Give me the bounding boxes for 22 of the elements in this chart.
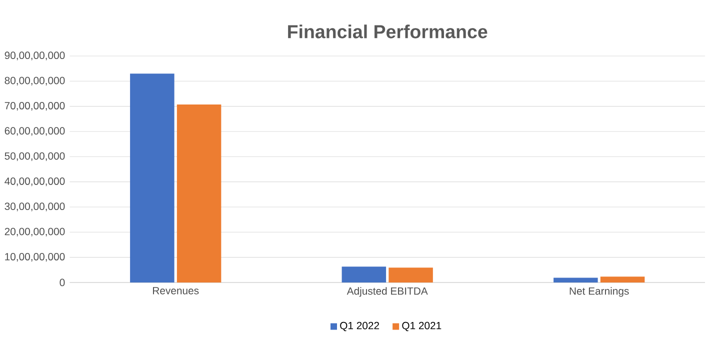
y-tick-label: 20,00,00,000	[4, 228, 65, 236]
y-tick-label: 40,00,00,000	[4, 178, 65, 186]
bar	[342, 266, 386, 282]
y-tick-label: 0	[60, 278, 65, 286]
legend-label: Q1 2021	[402, 322, 442, 332]
bar	[176, 104, 222, 282]
bar	[600, 276, 645, 282]
bar	[130, 74, 174, 282]
x-tick-label: Adjusted EBITDA	[346, 287, 428, 297]
bar	[388, 268, 433, 282]
y-tick-label: 30,00,00,000	[4, 202, 65, 212]
x-tick-label: Net Earnings	[570, 287, 629, 297]
y-tick-label: 70,00,00,000	[4, 102, 65, 111]
y-tick-label: 10,00,00,000	[5, 253, 65, 262]
y-tick-label: 80,00,00,000	[4, 76, 65, 86]
y-tick-label: 50,00,00,000	[4, 152, 65, 161]
bar	[554, 278, 598, 282]
chart-title: Financial Performance	[288, 24, 488, 38]
x-tick-label: Revenues	[153, 287, 199, 294]
y-tick-label: 90,00,00,000	[4, 52, 65, 60]
legend-label: Q1 2022	[340, 322, 380, 332]
y-tick-label: 60,00,00,000	[4, 127, 65, 136]
